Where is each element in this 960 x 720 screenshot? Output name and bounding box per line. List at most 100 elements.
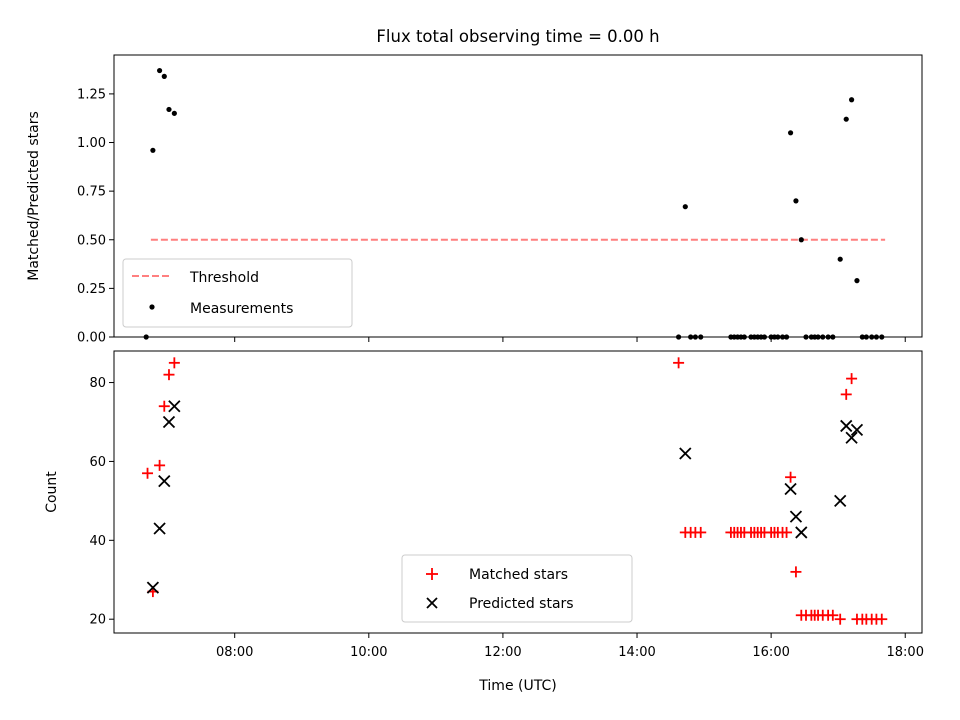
predicted-star-point — [789, 510, 803, 523]
measurement-point — [793, 198, 799, 204]
matched-star-point — [163, 369, 175, 381]
measurement-point — [783, 334, 790, 340]
measurement-point — [698, 334, 704, 340]
measurement-point — [837, 256, 843, 262]
measurement-point — [873, 334, 880, 340]
measurement-point — [859, 334, 865, 340]
measurement-point — [869, 334, 875, 340]
measurement-point — [143, 334, 149, 340]
measurement-point — [825, 334, 831, 340]
ratio-y-axis: 0.00 0.25 0.50 0.75 1.00 1.25 — [77, 87, 114, 346]
measurement-point — [787, 130, 794, 136]
measurement-point — [692, 334, 698, 340]
matched-star-point — [158, 400, 170, 412]
matched-legend-swatch — [426, 568, 438, 580]
measurement-point — [798, 237, 804, 243]
measurement-point — [682, 204, 688, 210]
ratio-y-tick-label: 0.00 — [77, 331, 106, 346]
x-tick-label: 18:00 — [887, 645, 924, 660]
counts-legend-box — [401, 554, 633, 623]
predicted-star-point — [146, 581, 160, 594]
counts-axes-frame — [113, 350, 923, 634]
counts-y-tick-label: 60 — [89, 455, 106, 470]
measurement-point — [741, 334, 747, 340]
counts-y-tick-label: 20 — [89, 613, 106, 628]
measurement-point — [803, 334, 809, 340]
measurement-point — [166, 106, 172, 113]
measurement-point — [775, 334, 781, 340]
measurement-point — [830, 334, 836, 340]
x-tick-label: 08:00 — [216, 645, 253, 660]
predicted-star-point — [168, 400, 181, 413]
measurement-point — [675, 334, 682, 340]
matched-star-point — [790, 566, 802, 578]
measurement-point — [879, 334, 885, 340]
predicted-star-point — [679, 447, 692, 460]
measurement-point — [156, 67, 163, 74]
matched-star-point — [154, 459, 166, 471]
counts-y-axis: 20 40 60 80 — [89, 376, 114, 628]
matched-star-point — [785, 471, 797, 483]
measurement-point — [150, 147, 156, 153]
matched-star-point — [695, 526, 707, 538]
counts-y-tick-label: 40 — [89, 534, 106, 549]
counts-plot-area — [142, 357, 888, 625]
measurement-point — [815, 334, 821, 340]
chart-title: Flux total observing time = 0.00 h — [376, 27, 659, 46]
measurement-point — [688, 334, 694, 340]
counts-y-tick-label: 80 — [89, 376, 106, 391]
measurements-legend-swatch — [149, 304, 155, 310]
threshold-legend-label: Threshold — [189, 270, 259, 286]
ratio-y-tick-label: 1.00 — [77, 136, 106, 151]
measurement-point — [848, 97, 855, 103]
ratio-plot-area — [143, 67, 886, 340]
predicted-legend-label: Predicted stars — [469, 596, 574, 612]
predicted-star-point — [795, 526, 808, 539]
ratio-axes-frame — [113, 54, 923, 338]
measurement-point — [161, 73, 167, 79]
predicted-legend-swatch — [426, 597, 438, 609]
x-tick-label: 10:00 — [350, 645, 387, 660]
matched-star-point — [876, 613, 888, 625]
predicted-star-point — [158, 475, 171, 488]
measurement-point — [843, 116, 849, 122]
ratio-legend: Threshold Measurements — [122, 258, 353, 328]
predicted-star-point — [850, 423, 864, 437]
matched-star-point — [840, 388, 852, 400]
predicted-star-point — [162, 415, 176, 429]
matched-star-point — [846, 373, 858, 385]
ratio-y-tick-label: 0.25 — [77, 282, 106, 297]
measurement-point — [779, 334, 786, 340]
panel-ratio: 0.00 0.25 0.50 0.75 1.00 1.25 Matched/Predict… — [26, 54, 923, 346]
measurement-point — [761, 334, 768, 340]
matched-star-point — [834, 613, 846, 625]
matched-star-point — [142, 467, 154, 479]
counts-y-axis-label: Count — [44, 471, 60, 513]
matched-star-point — [827, 609, 839, 621]
matched-star-point — [673, 357, 685, 369]
predicted-star-point — [845, 431, 858, 444]
ratio-y-axis-label: Matched/Predicted stars — [26, 111, 42, 281]
matched-star-point — [168, 357, 180, 369]
counts-legend: Matched stars Predicted stars — [401, 554, 633, 623]
measurement-point — [854, 278, 860, 284]
measurement-point — [863, 334, 869, 340]
predicted-star-point — [784, 482, 797, 496]
counts-x-axis: 08:00 10:00 12:00 14:00 16:00 18:00 — [216, 633, 924, 660]
predicted-star-point — [840, 419, 853, 433]
measurement-point — [820, 334, 826, 340]
predicted-star-point — [153, 522, 166, 535]
matched-star-point — [781, 526, 793, 538]
ratio-y-tick-label: 0.50 — [77, 233, 106, 248]
ratio-legend-box — [122, 258, 353, 328]
predicted-star-point — [834, 494, 847, 508]
ratio-y-tick-label: 1.25 — [77, 87, 106, 102]
matched-legend-label: Matched stars — [469, 567, 568, 583]
measurements-legend-label: Measurements — [190, 301, 293, 317]
x-tick-label: 16:00 — [752, 645, 789, 660]
x-tick-label: 12:00 — [484, 645, 521, 660]
ratio-y-tick-label: 0.75 — [77, 185, 106, 200]
x-tick-label: 14:00 — [618, 645, 655, 660]
